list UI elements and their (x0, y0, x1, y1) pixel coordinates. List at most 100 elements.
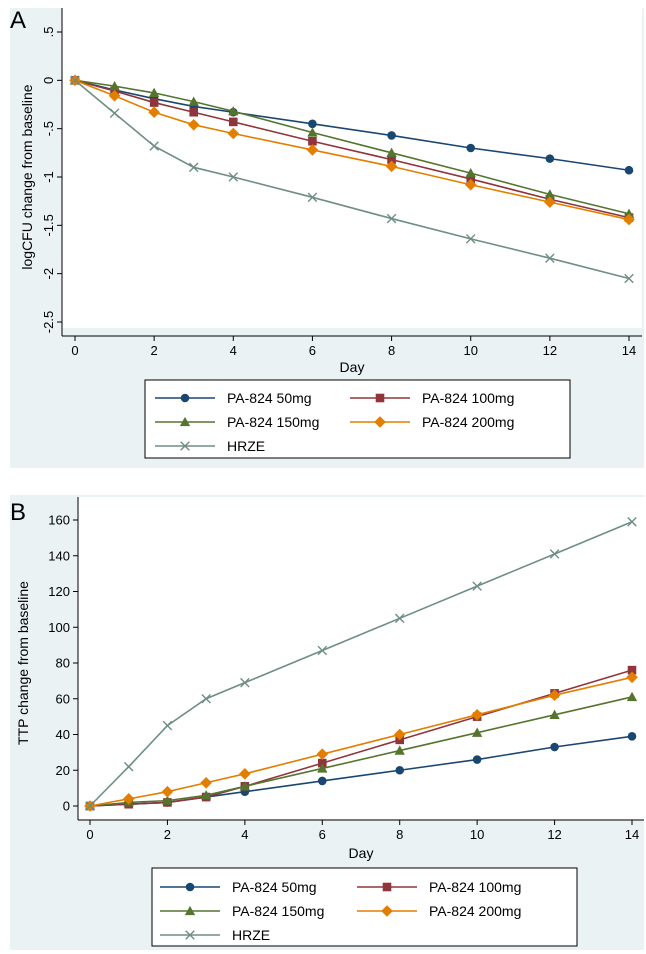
panel-b-point-pa-824-200mg (316, 748, 329, 760)
panel-a-point-pa-824-50mg (545, 154, 555, 163)
panel-b-x-tick-label: 12 (547, 827, 561, 842)
panel-a-point-pa-824-200mg (544, 196, 556, 208)
panel-a-x-tick-label: 8 (388, 343, 395, 358)
panel-a-legend-swatch-marker (374, 416, 386, 428)
panel-b-y-tick-label: 140 (48, 548, 70, 563)
panel-b-x-tick-label: 4 (241, 827, 248, 842)
panel-a-x-tick-label: 4 (230, 343, 237, 358)
panel-b-point-pa-824-150mg (549, 709, 560, 719)
panel-b-point-hrze (201, 693, 211, 704)
panel-a-legend-label: PA-824 50mg (227, 390, 312, 406)
panel-a-legend-box (144, 379, 571, 459)
panel-b-line-pa-824-200mg (89, 676, 633, 807)
panel-b-legend-swatch-marker (185, 930, 195, 940)
panel-a-point-pa-824-150mg (307, 127, 318, 137)
panel-b-point-hrze (240, 677, 250, 688)
panel-b-point-pa-824-50mg (627, 731, 637, 741)
panel-a-series-pa-824-150mg (69, 75, 635, 218)
panel-a-point-pa-824-150mg (148, 87, 160, 98)
panel-a-x-tick-label: 0 (71, 343, 78, 358)
panel-b-y-tick-label: 120 (48, 584, 70, 599)
panel-a-y-tick-label: .5 (41, 27, 56, 38)
panel-b-y-tick-label: 20 (56, 763, 70, 778)
panel-a-point-pa-824-50mg (308, 119, 317, 129)
panel-b-letter: B (10, 499, 26, 526)
panel-a-point-pa-824-50mg (624, 165, 634, 175)
panel-b-legend-item-pa-824-50mg: PA-824 50mg (160, 879, 317, 895)
panel-a-point-hrze (109, 108, 120, 118)
panel-b-legend-label: PA-824 100mg (429, 879, 521, 895)
panel-a-legend-item-hrze: HRZE (155, 438, 265, 454)
panel-b-plot-area (78, 497, 644, 819)
panel-b-point-hrze (123, 761, 134, 772)
panel-b-point-pa-824-200mg (471, 709, 483, 721)
panel-b-point-pa-824-150mg (394, 745, 405, 755)
panel-b-x-tick-label: 10 (470, 827, 484, 842)
panel-a-point-hrze (545, 253, 555, 263)
panel-b-point-pa-824-150mg (200, 790, 212, 800)
panel-a-legend: PA-824 50mg PA-824 100mg PA-824 150mg PA-82… (144, 379, 571, 459)
panel-b-point-hrze (317, 645, 328, 656)
panel-b-x-tick-label: 8 (396, 827, 403, 842)
panel-b-legend-swatch-marker (185, 882, 195, 892)
panel-b-point-pa-824-200mg (200, 776, 212, 789)
panel-a-legend-swatch-marker (180, 393, 190, 403)
panel-b-y-tick-label: 40 (56, 727, 70, 742)
panel-b-legend-swatch-marker (382, 882, 392, 892)
panel-b-y-tick-label: 0 (63, 799, 70, 814)
panel-b-point-pa-824-200mg (161, 785, 174, 798)
panel-b-legend-item-hrze: HRZE (160, 927, 270, 943)
panel-b-series-pa-824-150mg (84, 691, 638, 811)
panel-b-legend-item-pa-824-200mg: PA-824 200mg (357, 903, 521, 919)
panel-a-point-hrze (386, 213, 397, 224)
panel-a-legend-item-pa-824-100mg: PA-824 100mg (350, 390, 514, 406)
panel-a-line-pa-824-100mg (74, 79, 630, 219)
panel-a-x-tick-label: 14 (622, 343, 636, 358)
panel-b-point-hrze (549, 549, 560, 559)
panel-a-legend-label: PA-824 100mg (422, 390, 514, 406)
panel-b-y-tick-label: 60 (56, 691, 70, 706)
panel-a-legend-swatch-marker (179, 416, 191, 427)
panel-b-point-pa-824-100mg (317, 758, 327, 768)
panel-a-legend-label: HRZE (227, 438, 265, 454)
panel-b-legend-item-pa-824-100mg: PA-824 100mg (357, 879, 521, 895)
panel-b-y-tick-label: 100 (48, 620, 70, 635)
panel-a-x-tick-label: 6 (309, 343, 316, 358)
panel-a-x-tick-label: 2 (151, 343, 158, 358)
panel-a-line-pa-824-50mg (74, 79, 630, 172)
panel-a-y-tick-label: 0 (41, 77, 56, 84)
panel-a-legend-label: PA-824 150mg (227, 414, 319, 430)
panel-a-legend-item-pa-824-200mg: PA-824 200mg (350, 414, 514, 430)
panel-b-y-tick-label: 160 (48, 513, 70, 528)
panel-b-point-pa-824-150mg (317, 763, 328, 773)
panel-b-legend-label: PA-824 200mg (429, 903, 521, 919)
panel-a-series-hrze (70, 75, 634, 284)
panel-b-point-pa-824-200mg (393, 728, 406, 741)
panel-a-legend-label: PA-824 200mg (422, 414, 514, 430)
panel-b-point-pa-824-150mg (162, 795, 173, 805)
panel-a-point-pa-824-200mg (464, 178, 477, 191)
panel-a-point-pa-824-200mg (385, 160, 398, 173)
panel-a-point-pa-824-200mg (187, 118, 200, 131)
panel-a-point-pa-824-200mg (623, 213, 635, 226)
panel-b-line-hrze (89, 521, 633, 807)
panel-b-point-pa-824-150mg (471, 727, 483, 737)
panel-b-point-pa-824-150mg (626, 691, 638, 702)
panel-a-line-pa-824-150mg (74, 79, 630, 215)
panel-a-point-hrze (149, 141, 159, 151)
panel-a-point-hrze (624, 273, 634, 284)
panel-a-point-pa-824-100mg (387, 155, 396, 164)
panel-b-x-tick-label: 0 (86, 827, 93, 842)
panel-a-letter: A (10, 7, 26, 34)
panel-a-point-hrze (188, 162, 199, 173)
panel-a-line-pa-824-200mg (74, 79, 630, 221)
panel-b-x-tick-label: 2 (164, 827, 171, 842)
panel-a-point-hrze (465, 234, 476, 244)
panel-b-point-pa-824-150mg (239, 781, 251, 791)
panel-b-legend: PA-824 50mg PA-824 100mg PA-824 150mg PA-82… (151, 867, 578, 947)
panel-b-point-hrze (627, 516, 637, 527)
panel-a-legend-swatch-marker (180, 441, 190, 451)
panel-b-point-pa-824-200mg (548, 689, 561, 701)
panel-a-x-tick-label: 10 (463, 343, 477, 358)
